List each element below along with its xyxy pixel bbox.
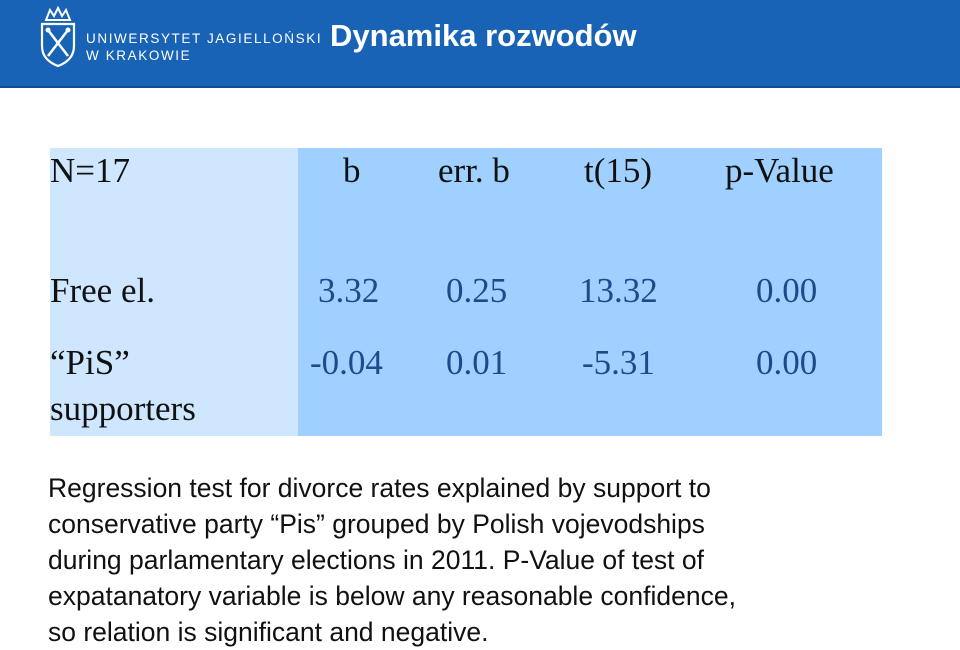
slide-header: UNIWERSYTET JAGIELLOŃSKI W KRAKOWIE Dyna…	[0, 0, 960, 86]
cell-free-el-p: 0.00	[756, 271, 818, 310]
regression-description: Regression test for divorce rates explai…	[48, 473, 736, 647]
cell-free-el-t: 13.32	[579, 271, 658, 310]
row-label-pis-line1: “PiS”	[50, 343, 130, 382]
cell-pis-b: -0.04	[310, 343, 383, 382]
university-name-line1: UNIWERSYTET JAGIELLOŃSKI	[86, 31, 323, 46]
column-header-b: b	[343, 151, 361, 190]
column-header-p-value: p-Value	[725, 151, 834, 190]
row-label-free-el: Free el.	[50, 271, 155, 310]
row-label-pis-line2: supporters	[50, 389, 196, 428]
table-values-area	[298, 148, 882, 436]
header-divider	[0, 86, 960, 88]
column-header-err-b: err. b	[438, 151, 510, 190]
column-header-n: N=17	[50, 151, 131, 190]
university-name: UNIWERSYTET JAGIELLOŃSKI W KRAKOWIE	[86, 30, 322, 64]
cell-free-el-b: 3.32	[318, 271, 380, 310]
cell-free-el-err-b: 0.25	[446, 271, 508, 310]
university-crest-icon	[40, 6, 76, 68]
university-name-line2: W KRAKOWIE	[86, 48, 192, 63]
slide-title: Dynamika rozwodów	[330, 18, 637, 53]
cell-pis-t: -5.31	[582, 343, 655, 382]
column-header-t: t(15)	[584, 151, 653, 190]
table-label-column	[50, 148, 298, 436]
cell-pis-p: 0.00	[756, 343, 818, 382]
cell-pis-err-b: 0.01	[446, 343, 508, 382]
regression-table: N=17 b err. b t(15) p-Value Free el. 3.3…	[50, 148, 882, 436]
